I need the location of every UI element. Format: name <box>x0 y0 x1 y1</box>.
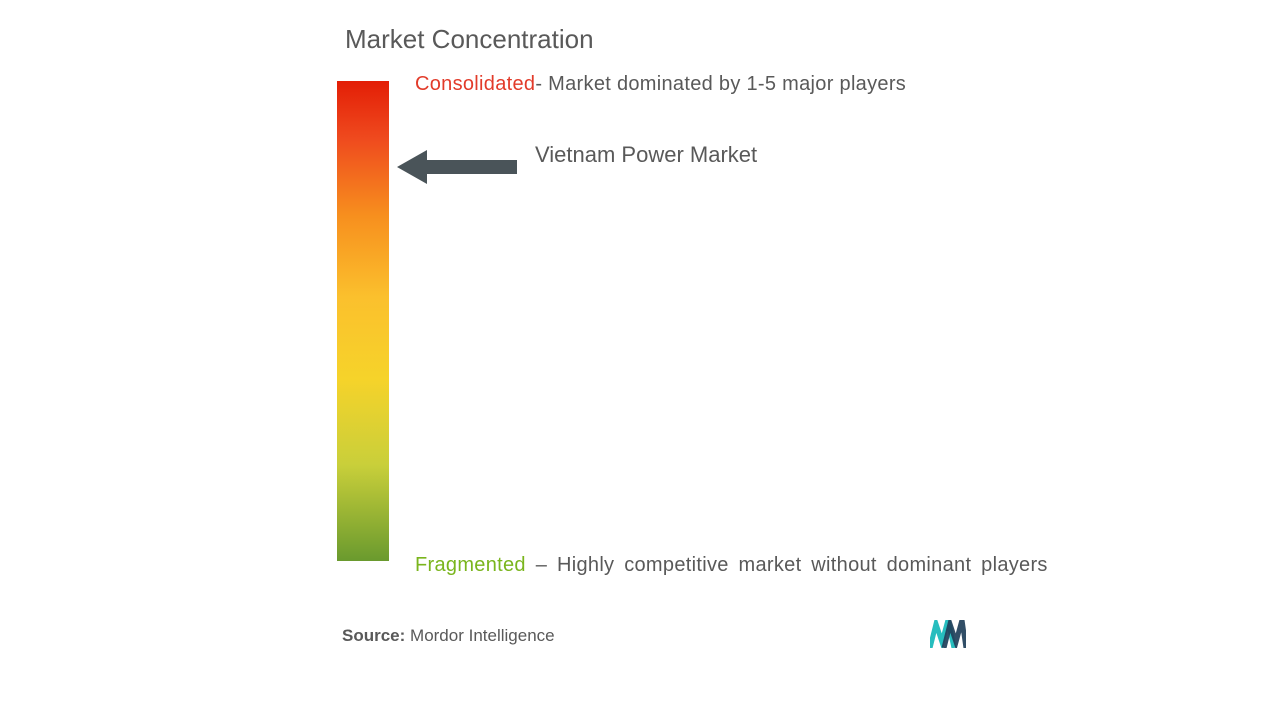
source-attribution: Source: Mordor Intelligence <box>342 626 555 646</box>
source-prefix: Source: <box>342 626 405 645</box>
consolidated-highlight: Consolidated <box>415 73 535 95</box>
chart-title: Market Concentration <box>345 24 594 55</box>
fragmented-label-row: Fragmented – Highly competitive market w… <box>415 554 1048 577</box>
fragmented-highlight: Fragmented <box>415 554 526 576</box>
source-value: Mordor Intelligence <box>410 626 555 645</box>
marker-label: Vietnam Power Market <box>535 142 757 168</box>
consolidated-description: - Market dominated by 1-5 major players <box>535 73 906 95</box>
marker-arrow-icon <box>397 150 517 184</box>
fragmented-description: – Highly competitive market without domi… <box>526 554 1048 576</box>
consolidated-label-row: Consolidated- Market dominated by 1-5 ma… <box>415 73 906 96</box>
mordor-intelligence-logo-icon <box>930 620 966 648</box>
concentration-gradient-bar <box>337 81 389 561</box>
